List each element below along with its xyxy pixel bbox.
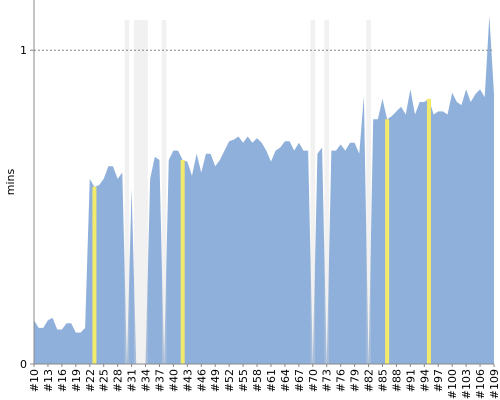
x-tick-label: #67 — [293, 369, 306, 392]
x-tick-label: #109 — [488, 369, 500, 399]
x-tick-label: #64 — [279, 369, 292, 392]
failed-build — [124, 20, 130, 364]
x-tick-label: #106 — [474, 369, 487, 399]
x-tick-label: #94 — [418, 369, 431, 392]
x-tick-label: #37 — [153, 369, 166, 392]
x-tick-label: #25 — [98, 369, 111, 392]
y-tick-label: 1 — [20, 44, 27, 57]
unstable-build — [180, 160, 185, 364]
failed-build — [161, 20, 167, 364]
x-tick-label: #76 — [335, 369, 348, 392]
x-tick-label: #31 — [126, 369, 139, 392]
failed-build — [310, 20, 316, 364]
x-tick-label: #13 — [42, 369, 55, 392]
failed-build — [133, 20, 139, 364]
x-tick-label: #55 — [237, 369, 250, 392]
x-tick-label: #58 — [251, 369, 264, 392]
x-tick-label: #28 — [112, 369, 125, 392]
unstable-build — [92, 186, 97, 364]
x-tick-label: #88 — [390, 369, 403, 392]
x-tick-label: #19 — [70, 369, 83, 392]
y-tick-label: 0 — [20, 358, 27, 371]
x-tick-label: #52 — [223, 369, 236, 392]
x-tick-label: #43 — [181, 369, 194, 392]
x-tick-label: #100 — [446, 369, 459, 399]
x-tick-label: #10 — [28, 369, 41, 392]
failed-build — [366, 20, 371, 364]
x-tick-label: #16 — [56, 369, 69, 392]
failed-build — [324, 20, 330, 364]
x-tick-label: #46 — [195, 369, 208, 392]
y-axis-label: mins — [4, 168, 17, 195]
x-tick-label: #40 — [167, 369, 180, 392]
x-tick-label: #97 — [432, 369, 445, 392]
x-tick-label: #49 — [209, 369, 222, 392]
failed-build — [143, 20, 148, 364]
x-tick-label: #91 — [404, 369, 417, 392]
x-tick-label: #79 — [349, 369, 362, 392]
x-tick-label: #70 — [307, 369, 320, 392]
area — [34, 15, 494, 364]
x-tick-label: #85 — [376, 369, 389, 392]
x-tick-label: #73 — [321, 369, 334, 392]
x-tick-label: #22 — [84, 369, 97, 392]
unstable-build — [426, 98, 431, 365]
x-tick-label: #34 — [140, 369, 153, 392]
x-tick-label: #82 — [363, 369, 376, 392]
x-tick-label: #61 — [265, 369, 278, 392]
unstable-build — [385, 119, 390, 364]
failed-build — [138, 20, 144, 364]
x-tick-label: #103 — [460, 369, 473, 399]
